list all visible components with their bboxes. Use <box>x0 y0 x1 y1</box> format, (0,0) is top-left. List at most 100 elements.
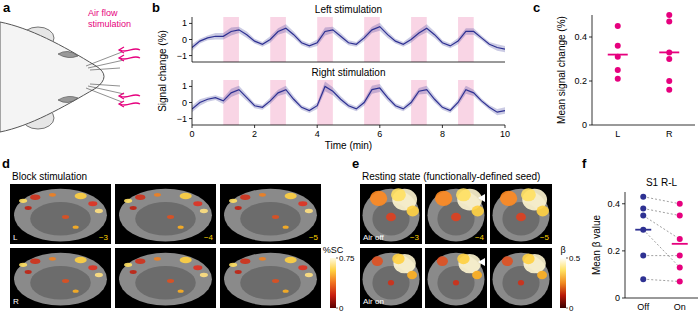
activation <box>386 213 396 222</box>
image-bg <box>425 248 487 308</box>
arrow-head <box>119 101 124 107</box>
activation <box>521 188 536 201</box>
slice-label: −5 <box>540 233 550 242</box>
activation <box>435 191 452 206</box>
error-band <box>192 23 505 53</box>
panel-label: c <box>533 0 540 15</box>
point <box>677 264 683 270</box>
y-tick <box>589 81 592 82</box>
head <box>0 22 104 132</box>
activation <box>437 256 448 266</box>
title: Block stimulation <box>12 171 87 182</box>
plot-area <box>192 17 505 62</box>
y-tick-label: 0.4 <box>574 32 587 42</box>
marker <box>478 258 485 266</box>
activation <box>49 257 56 261</box>
y-tick <box>589 125 592 126</box>
row-label: Air on <box>363 297 384 306</box>
point <box>640 213 646 219</box>
x-tick <box>317 125 318 128</box>
brain <box>427 253 484 306</box>
y-tick-label: 0.2 <box>607 246 620 256</box>
brain-inner <box>135 202 196 236</box>
activation <box>193 201 202 206</box>
point <box>666 19 672 25</box>
x-tick <box>505 125 506 128</box>
image-bg <box>115 248 216 308</box>
whisker <box>90 84 120 86</box>
colorbar-label: 0.5 <box>569 254 581 263</box>
activation <box>75 257 87 263</box>
air-flow <box>120 103 140 105</box>
activation <box>19 199 27 203</box>
activation <box>75 193 87 199</box>
activation <box>178 290 184 293</box>
activation <box>135 195 145 200</box>
error-band <box>192 82 505 116</box>
activation <box>73 290 79 293</box>
brain-inner <box>30 202 91 236</box>
activation <box>167 279 174 283</box>
plot-area <box>608 12 680 93</box>
panel-label: e <box>352 156 359 171</box>
panel-label: b <box>152 0 160 15</box>
y-tick <box>189 102 192 103</box>
brain-inner <box>30 266 91 300</box>
pair-line <box>643 279 680 281</box>
whisker <box>86 52 122 66</box>
brain <box>427 189 484 242</box>
y-tick <box>189 118 192 119</box>
x-tick <box>379 125 380 128</box>
brain <box>224 189 317 242</box>
x-tick-label: 0 <box>189 129 194 139</box>
line-chart: −101Left stimulation <box>177 4 505 62</box>
arrow-head <box>119 93 124 99</box>
point <box>666 78 672 84</box>
stim-block <box>364 17 380 62</box>
point <box>640 205 646 211</box>
panel-label: d <box>2 156 10 171</box>
activation <box>130 206 137 210</box>
y-tick <box>189 86 192 87</box>
y-label: Mean β value <box>591 214 602 275</box>
activation <box>372 256 383 266</box>
image-panel: eResting state (functionally-defined see… <box>352 156 581 313</box>
point <box>615 67 621 73</box>
brain-inner <box>240 266 301 300</box>
activation <box>200 209 208 213</box>
activation <box>259 257 266 261</box>
activation <box>388 280 394 285</box>
x-axis <box>625 298 698 299</box>
air-flow <box>120 57 140 59</box>
image-bg <box>10 184 111 244</box>
row-label: L <box>13 233 18 242</box>
activation <box>407 206 419 217</box>
activation <box>451 213 461 222</box>
y-tick-label: 0 <box>182 35 187 45</box>
activation <box>283 226 289 229</box>
activation <box>30 259 40 264</box>
activation <box>178 226 184 229</box>
activation <box>305 209 313 213</box>
activation <box>391 188 406 201</box>
point <box>677 279 683 285</box>
x-tick-label: On <box>674 302 686 312</box>
activation <box>25 270 32 274</box>
activation <box>19 263 27 267</box>
stim-block <box>223 17 239 62</box>
mean-line <box>608 54 628 56</box>
activation <box>502 256 513 266</box>
activation <box>124 263 132 267</box>
whisker <box>88 60 124 68</box>
colorbar-label: 0.75 <box>339 254 355 263</box>
brain-inner <box>135 266 196 300</box>
pair-line <box>643 208 680 215</box>
mean-line <box>672 243 688 245</box>
point <box>666 56 672 62</box>
y-tick-label: 0 <box>582 120 587 130</box>
activation <box>259 193 266 197</box>
x-tick-label: 2 <box>252 129 257 139</box>
image-bg <box>360 184 422 244</box>
brain <box>362 189 419 242</box>
x-axis <box>192 62 505 63</box>
